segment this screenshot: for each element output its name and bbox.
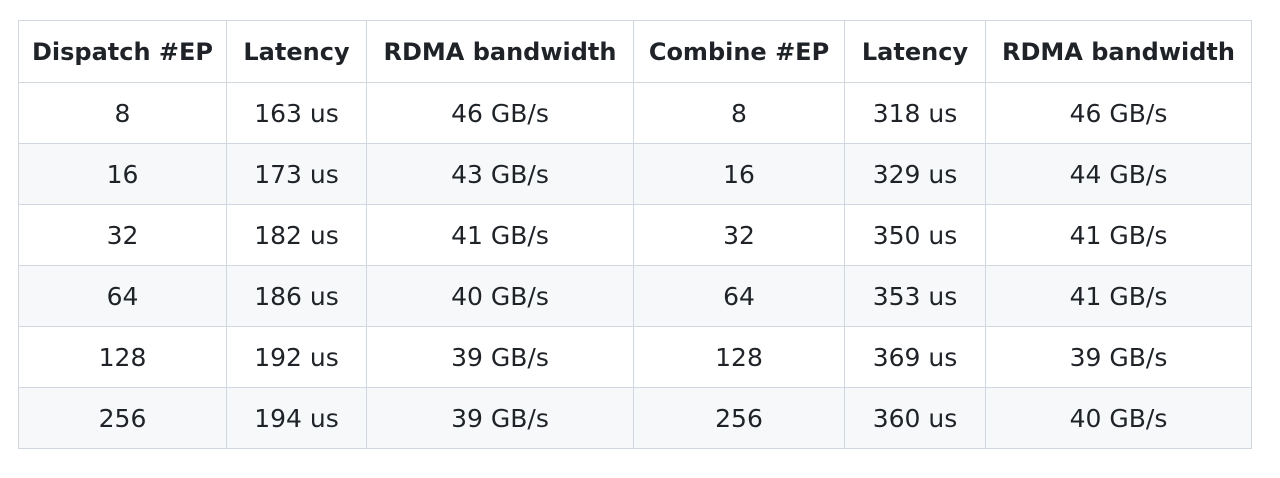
header-dispatch-ep: Dispatch #EP	[18, 20, 227, 83]
cell-dispatch-latency: 163 us	[226, 82, 367, 144]
table-row: 16 173 us 43 GB/s 16 329 us 44 GB/s	[18, 143, 1252, 205]
cell-dispatch-bandwidth: 39 GB/s	[366, 326, 634, 388]
cell-combine-bandwidth: 39 GB/s	[985, 326, 1252, 388]
header-combine-rdma-bandwidth: RDMA bandwidth	[985, 20, 1252, 83]
cell-dispatch-ep: 16	[18, 143, 227, 205]
cell-combine-ep: 8	[633, 82, 845, 144]
table-body: 8 163 us 46 GB/s 8 318 us 46 GB/s 16 173…	[18, 82, 1252, 449]
cell-combine-ep: 32	[633, 204, 845, 266]
cell-combine-latency: 353 us	[844, 265, 986, 327]
header-combine-latency: Latency	[844, 20, 986, 83]
cell-dispatch-latency: 173 us	[226, 143, 367, 205]
cell-combine-latency: 350 us	[844, 204, 986, 266]
cell-dispatch-ep: 32	[18, 204, 227, 266]
cell-dispatch-ep: 64	[18, 265, 227, 327]
header-row: Dispatch #EP Latency RDMA bandwidth Comb…	[18, 20, 1252, 83]
table-row: 64 186 us 40 GB/s 64 353 us 41 GB/s	[18, 265, 1252, 327]
cell-dispatch-bandwidth: 40 GB/s	[366, 265, 634, 327]
header-dispatch-rdma-bandwidth: RDMA bandwidth	[366, 20, 634, 83]
cell-combine-ep: 128	[633, 326, 845, 388]
table-row: 8 163 us 46 GB/s 8 318 us 46 GB/s	[18, 82, 1252, 144]
cell-dispatch-latency: 194 us	[226, 387, 367, 449]
cell-combine-bandwidth: 40 GB/s	[985, 387, 1252, 449]
table-container: Dispatch #EP Latency RDMA bandwidth Comb…	[18, 20, 1252, 449]
header-combine-ep: Combine #EP	[633, 20, 845, 83]
cell-dispatch-bandwidth: 41 GB/s	[366, 204, 634, 266]
cell-dispatch-bandwidth: 39 GB/s	[366, 387, 634, 449]
cell-combine-ep: 256	[633, 387, 845, 449]
benchmark-table: Dispatch #EP Latency RDMA bandwidth Comb…	[18, 20, 1252, 449]
cell-dispatch-bandwidth: 43 GB/s	[366, 143, 634, 205]
cell-dispatch-latency: 192 us	[226, 326, 367, 388]
table-row: 32 182 us 41 GB/s 32 350 us 41 GB/s	[18, 204, 1252, 266]
cell-dispatch-latency: 186 us	[226, 265, 367, 327]
cell-combine-latency: 329 us	[844, 143, 986, 205]
table-row: 256 194 us 39 GB/s 256 360 us 40 GB/s	[18, 387, 1252, 449]
table-row: 128 192 us 39 GB/s 128 369 us 39 GB/s	[18, 326, 1252, 388]
table-header: Dispatch #EP Latency RDMA bandwidth Comb…	[18, 20, 1252, 83]
cell-combine-bandwidth: 46 GB/s	[985, 82, 1252, 144]
cell-dispatch-ep: 128	[18, 326, 227, 388]
cell-combine-bandwidth: 41 GB/s	[985, 204, 1252, 266]
cell-combine-bandwidth: 44 GB/s	[985, 143, 1252, 205]
cell-combine-ep: 16	[633, 143, 845, 205]
cell-combine-latency: 318 us	[844, 82, 986, 144]
cell-combine-latency: 369 us	[844, 326, 986, 388]
cell-dispatch-latency: 182 us	[226, 204, 367, 266]
cell-dispatch-bandwidth: 46 GB/s	[366, 82, 634, 144]
header-dispatch-latency: Latency	[226, 20, 367, 83]
cell-dispatch-ep: 8	[18, 82, 227, 144]
cell-combine-bandwidth: 41 GB/s	[985, 265, 1252, 327]
cell-combine-latency: 360 us	[844, 387, 986, 449]
cell-combine-ep: 64	[633, 265, 845, 327]
cell-dispatch-ep: 256	[18, 387, 227, 449]
